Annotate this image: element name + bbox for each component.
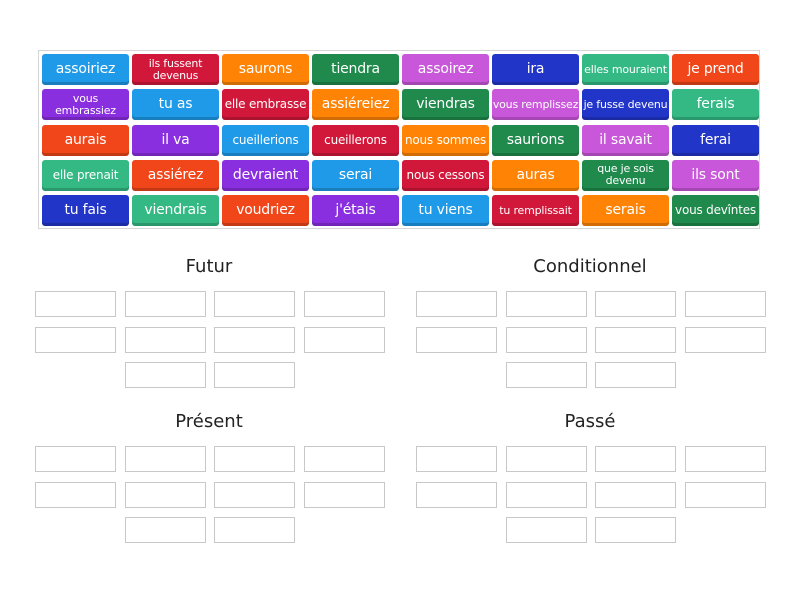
drop-slot-conditionnel[interactable] xyxy=(505,326,587,353)
drop-slot-conditionnel[interactable] xyxy=(595,291,677,317)
drop-slot-conditionnel[interactable] xyxy=(416,326,497,353)
group-title-futur: Futur xyxy=(185,256,233,277)
drop-slot-present[interactable] xyxy=(304,481,386,508)
word-tile[interactable]: tiendra xyxy=(312,54,399,85)
word-tile[interactable]: ils fussent devenus xyxy=(132,54,219,85)
word-tile[interactable]: devraient xyxy=(222,159,309,191)
word-tile[interactable]: il savait xyxy=(582,124,669,156)
word-tile[interactable]: que je sois devenu xyxy=(582,159,669,191)
word-tile[interactable]: voudriez xyxy=(222,195,309,227)
word-tile[interactable]: assoirez xyxy=(402,54,489,85)
word-tile[interactable]: auras xyxy=(492,159,579,191)
word-bank: assoiriez ils fussent devenus saurons tiend… xyxy=(38,50,760,229)
drop-slot-futur[interactable] xyxy=(124,291,206,317)
word-tile[interactable]: assoiriez xyxy=(42,54,129,85)
drop-slot-passe[interactable] xyxy=(685,446,767,472)
word-tile[interactable]: serais xyxy=(582,195,669,227)
drop-slot-passe[interactable] xyxy=(595,481,677,508)
drop-slot-futur[interactable] xyxy=(214,291,296,317)
drop-slot-passe[interactable] xyxy=(505,481,587,508)
word-tile[interactable]: elle prenait xyxy=(42,159,129,191)
drop-slot-present[interactable] xyxy=(124,517,206,543)
word-tile[interactable]: viendrais xyxy=(132,195,219,227)
drop-slot-passe[interactable] xyxy=(416,481,497,508)
drop-slot-futur[interactable] xyxy=(35,291,116,317)
drop-slot-futur[interactable] xyxy=(304,291,386,317)
drop-slot-present[interactable] xyxy=(35,481,116,508)
word-tile[interactable]: assiéreiez xyxy=(312,89,399,121)
word-tile[interactable]: cueillerions xyxy=(222,124,309,156)
word-tile[interactable]: aurais xyxy=(42,124,129,156)
group-title-conditionnel: Conditionnel xyxy=(533,256,647,277)
drop-slot-conditionnel[interactable] xyxy=(595,326,677,353)
word-tile[interactable]: saurons xyxy=(222,54,309,85)
drop-slot-passe[interactable] xyxy=(595,517,677,543)
drop-slot-present[interactable] xyxy=(304,446,386,472)
word-tile[interactable]: tu fais xyxy=(42,195,129,227)
drop-slot-conditionnel[interactable] xyxy=(595,362,677,388)
word-tile[interactable]: vous remplissez xyxy=(492,89,579,121)
drop-slot-present[interactable] xyxy=(214,446,296,472)
word-tile[interactable]: tu viens xyxy=(402,195,489,227)
drop-slot-present[interactable] xyxy=(124,446,206,472)
word-tile[interactable]: viendras xyxy=(402,89,489,121)
drop-slot-present[interactable] xyxy=(214,481,296,508)
drop-slot-passe[interactable] xyxy=(505,517,587,543)
drop-slot-conditionnel[interactable] xyxy=(505,291,587,317)
word-tile[interactable]: je prend xyxy=(672,54,759,85)
word-tile[interactable]: je fusse devenu xyxy=(582,89,669,121)
word-tile[interactable]: ferai xyxy=(672,124,759,156)
word-tile[interactable]: j'étais xyxy=(312,195,399,227)
drop-slot-futur[interactable] xyxy=(304,326,386,353)
drop-slot-passe[interactable] xyxy=(416,446,497,472)
drop-slot-futur[interactable] xyxy=(35,326,116,353)
drop-slot-futur[interactable] xyxy=(214,326,296,353)
word-tile[interactable]: tu remplissait xyxy=(492,195,579,227)
drop-slot-conditionnel[interactable] xyxy=(685,291,767,317)
word-tile[interactable]: vous devîntes xyxy=(672,195,759,227)
drop-slot-passe[interactable] xyxy=(685,481,767,508)
word-tile[interactable]: ferais xyxy=(672,89,759,121)
word-tile[interactable]: assiérez xyxy=(132,159,219,191)
drop-slot-conditionnel[interactable] xyxy=(416,291,497,317)
drop-slot-conditionnel[interactable] xyxy=(505,362,587,388)
word-tile[interactable]: elle embrasse xyxy=(222,89,309,121)
drop-slot-conditionnel[interactable] xyxy=(685,326,767,353)
word-tile[interactable]: tu as xyxy=(132,89,219,121)
group-title-passe: Passé xyxy=(564,411,616,432)
drop-slot-present[interactable] xyxy=(124,481,206,508)
drop-slot-present[interactable] xyxy=(35,446,116,472)
drop-slot-passe[interactable] xyxy=(505,446,587,472)
drop-slot-futur[interactable] xyxy=(124,362,206,388)
group-title-present: Présent xyxy=(175,411,243,432)
word-tile[interactable]: serai xyxy=(312,159,399,191)
word-tile[interactable]: ils sont xyxy=(672,159,759,191)
drop-slot-futur[interactable] xyxy=(214,362,296,388)
word-tile[interactable]: cueillerons xyxy=(312,124,399,156)
word-tile[interactable]: saurions xyxy=(492,124,579,156)
word-tile[interactable]: il va xyxy=(132,124,219,156)
word-tile[interactable]: elles mouraient xyxy=(582,54,669,85)
drop-slot-passe[interactable] xyxy=(595,446,677,472)
drop-slot-present[interactable] xyxy=(214,517,296,543)
word-tile[interactable]: ira xyxy=(492,54,579,85)
word-tile[interactable]: vous embrassiez xyxy=(42,89,129,121)
word-tile[interactable]: nous cessons xyxy=(402,159,489,191)
word-tile[interactable]: nous sommes xyxy=(402,124,489,156)
drop-slot-futur[interactable] xyxy=(124,326,206,353)
